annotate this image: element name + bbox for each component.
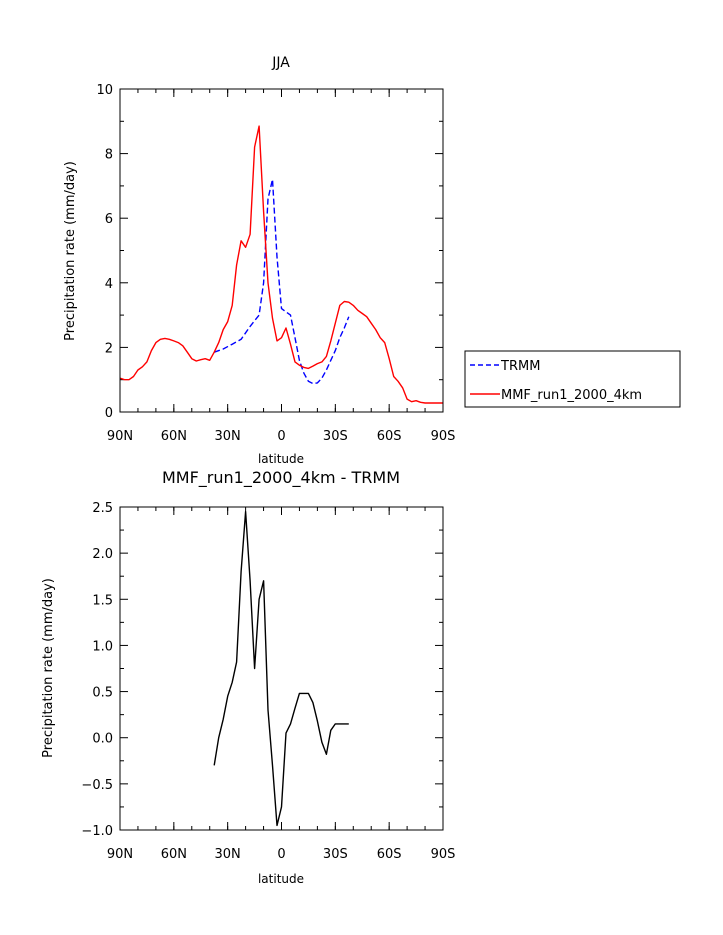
y-tick-label: 2 [105, 341, 113, 356]
series-line-mmf-run1-2000-4km-trmm [213, 510, 349, 827]
y-tick-label: 8 [105, 148, 113, 163]
legend: TRMM MMF_run1_2000_4km [464, 350, 681, 408]
x-tick-label: 30N [215, 847, 241, 862]
x-tick-label: 60N [161, 847, 187, 862]
y-axis-label: Precipitation rate (mm/day) [63, 161, 78, 341]
y-tick-label: 0 [105, 406, 113, 421]
legend-label-mmf: MMF_run1_2000_4km [501, 388, 642, 403]
x-tick-label: 60N [161, 429, 187, 444]
y-tick-label: 0.5 [92, 686, 113, 701]
series-line-mmf-run1-2000-4km [119, 125, 443, 404]
chart-title: MMF_run1_2000_4km - TRMM [162, 468, 400, 488]
x-tick-label: 90S [431, 847, 456, 862]
x-tick-label: 0 [277, 429, 285, 444]
plot-area: 90N 60N 30N 0 30S 60S 90S 0 2 4 6 8 10 [96, 83, 455, 444]
x-tick-label: 0 [277, 847, 285, 862]
legend-box [464, 350, 681, 408]
y-tick-label: 1.0 [92, 639, 113, 654]
plot-frame [119, 506, 444, 831]
x-axis-label: latitude [258, 452, 304, 466]
x-tick-label: 90N [107, 429, 133, 444]
y-tick-label: 1.5 [92, 593, 113, 608]
jja-panel: JJA 90N 60N 30N 0 30S 60S 90S 0 2 4 6 8 10 Precipita… [63, 55, 681, 466]
y-tick-label: 2.0 [92, 547, 113, 562]
plot-area: 90N 60N 30N 0 30S 60S 90S −1.0 −0.5 0.0 0.5 1.0 1.5 2… [81, 501, 455, 862]
x-tick-label: 30S [323, 847, 348, 862]
x-axis-label: latitude [258, 872, 304, 886]
x-tick-label: 90S [431, 429, 456, 444]
y-tick-label: 4 [105, 277, 113, 292]
y-tick-label: −1.0 [81, 824, 113, 839]
series-line-trmm [213, 178, 350, 385]
x-tick-label: 30N [215, 429, 241, 444]
y-tick-label: 0.0 [92, 732, 113, 747]
y-tick-label: −0.5 [81, 778, 113, 793]
x-tick-label: 90N [107, 847, 133, 862]
x-tick-label: 30S [323, 429, 348, 444]
difference-panel: MMF_run1_2000_4km - TRMM 90N 60N 30N 0 30S 60… [41, 468, 455, 886]
y-tick-label: 2.5 [92, 501, 113, 516]
x-tick-label: 60S [377, 847, 402, 862]
y-tick-label: 6 [105, 212, 113, 227]
y-axis-label: Precipitation rate (mm/day) [41, 578, 56, 758]
legend-label-trmm: TRMM [500, 359, 540, 374]
x-tick-label: 60S [377, 429, 402, 444]
y-tick-label: 10 [96, 83, 113, 98]
plot-frame [119, 88, 444, 413]
chart-title: JJA [271, 55, 290, 71]
